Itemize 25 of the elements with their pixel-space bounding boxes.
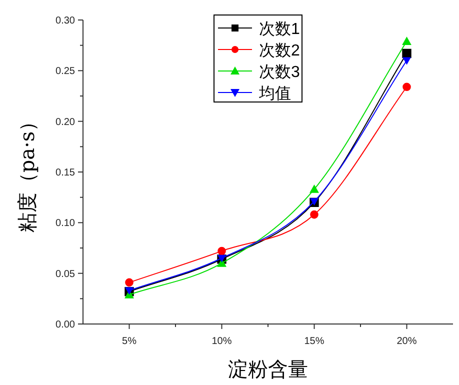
legend-label: 次数1: [259, 21, 300, 38]
x-tick-label: 20%: [396, 336, 417, 347]
y-tick-label: 0.00: [56, 320, 76, 330]
y-axis-title: 粘度（pa·s）: [15, 111, 39, 233]
point: [402, 36, 412, 45]
x-tick-label: 15%: [304, 336, 324, 347]
x-tick-label: 10%: [212, 336, 232, 347]
y-tick-label: 0.10: [56, 218, 76, 230]
point: [218, 246, 226, 256]
legend-label: 次数3: [259, 64, 300, 81]
y-tick-label: 0.20: [56, 116, 76, 128]
legend-label: 次数2: [259, 42, 300, 60]
point: [310, 210, 318, 219]
y-tick-label: 0.25: [56, 66, 76, 78]
point: [402, 82, 411, 92]
point: [402, 57, 411, 65]
legend-label: 均值: [258, 86, 291, 102]
x-axis-title: 淀粉含量: [228, 357, 308, 381]
y-tick-label: 0.30: [56, 16, 76, 26]
x-tick-label: 5%: [122, 336, 137, 347]
point: [402, 48, 412, 58]
y-tick-label: 0.05: [56, 268, 76, 280]
point: [125, 278, 134, 287]
y-tick-label: 0.15: [56, 168, 76, 178]
point: [310, 184, 319, 193]
